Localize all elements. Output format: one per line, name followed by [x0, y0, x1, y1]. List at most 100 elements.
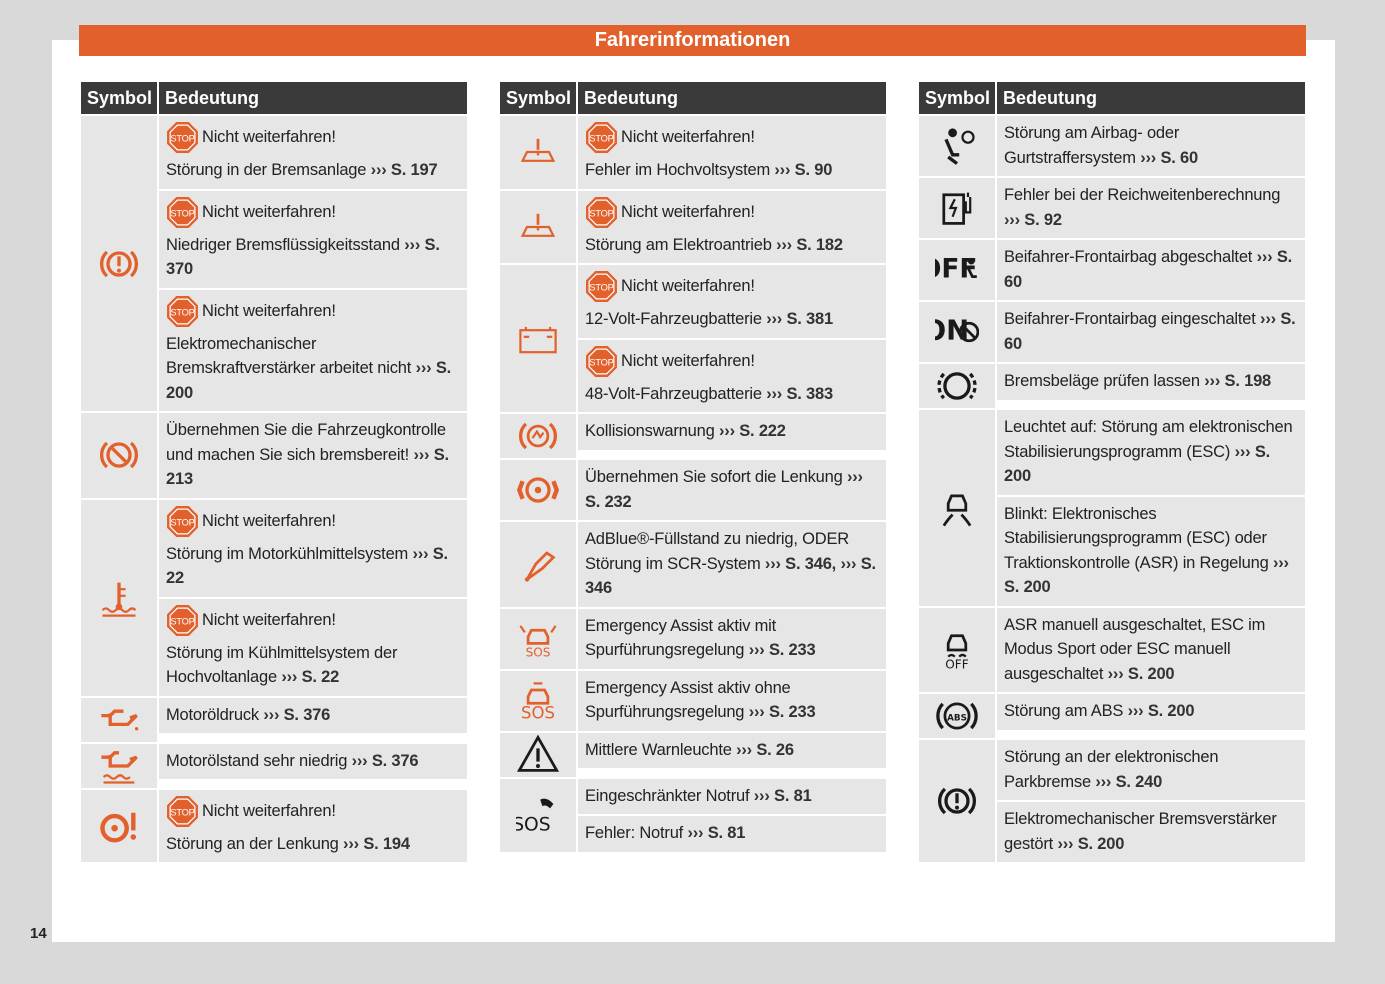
- page-ref: ››› S. 200: [1004, 553, 1289, 597]
- meaning-text: Motoröldruck ››› S. 376: [166, 703, 460, 728]
- symbol-cell: ABS: [919, 694, 995, 738]
- symbol-icon: SOS: [519, 624, 557, 659]
- icon-text: OFF: [935, 254, 977, 285]
- meaning-text: 12-Volt-Fahrzeugbatterie ››› S. 381: [585, 307, 879, 332]
- meaning-text: Störung in der Bremsanlage ››› S. 197: [166, 158, 460, 183]
- symbol-cell: ON: [919, 302, 995, 362]
- meaning-cell: Übernehmen Sie sofort die Lenkung ››› S.…: [578, 460, 886, 520]
- icon-shape: [101, 709, 138, 726]
- stop-octagon: [586, 122, 617, 153]
- icon-shape: [516, 480, 560, 500]
- icon-shape: [946, 634, 968, 652]
- icon-shape: [520, 151, 556, 163]
- entries: Motoröldruck ››› S. 376: [159, 697, 467, 742]
- header-cell: Bedeutung: [578, 82, 886, 114]
- symbol-icon: [520, 213, 556, 237]
- meaning-text: Kollisionswarnung ››› S. 222: [585, 419, 879, 444]
- icon-shape: [100, 250, 138, 277]
- table-header: Symbol Bedeutung: [919, 82, 1305, 114]
- page-ref: ››› S. 233: [748, 703, 816, 721]
- meaning: Übernehmen Sie sofort die Lenkung: [585, 468, 843, 486]
- stop-icon: STOP: [167, 505, 198, 537]
- meaning-cell: Emergency Assist aktiv ohne Spurführungs…: [578, 670, 886, 731]
- icon-shape: [525, 477, 551, 503]
- entries: STOP Nicht weiterfahren! Störung in der Br…: [159, 116, 467, 411]
- stop-text: STOP: [589, 357, 613, 367]
- entries: Motorölstand sehr niedrig ››› S. 376: [159, 743, 467, 788]
- table-row: Bremsbeläge prüfen lassen ››› S. 198: [919, 364, 1305, 408]
- symbol-icon: [519, 422, 557, 450]
- icon-shape: [111, 447, 127, 464]
- symbol-cell: [500, 732, 576, 777]
- warning-text: Nicht weiterfahren!: [621, 128, 755, 147]
- table-row: Leuchtet auf: Störung am elektronischen …: [919, 410, 1305, 606]
- meaning-cell: STOP Nicht weiterfahren! Störung am Elektr…: [578, 190, 886, 263]
- table-row: STOP Nicht weiterfahren! Störung am Elektr…: [500, 190, 886, 263]
- icon-text: SOS: [526, 645, 551, 659]
- stop-icon: STOP: [586, 122, 617, 153]
- entries: STOP Nicht weiterfahren! Störung an der Le…: [159, 789, 467, 862]
- icon-shape: [516, 734, 560, 772]
- icon-shape: [534, 486, 542, 494]
- table-row: SOS Eingeschränkter Notruf ››› S. 81 Fehle…: [500, 778, 886, 852]
- symbol-icon: SOS: [521, 681, 555, 722]
- meaning-cell: STOP Nicht weiterfahren! Niedriger Bremsfl…: [159, 190, 467, 288]
- entries: Emergency Assist aktiv ohne Spurführungs…: [578, 670, 886, 731]
- symbol-cell: [919, 740, 995, 862]
- icon-shape: [948, 128, 957, 138]
- meaning-text: Elektromechanischer Bremskraftverstärker…: [166, 332, 460, 406]
- icon-text: SOS: [521, 703, 555, 722]
- meaning-cell: Bremsbeläge prüfen lassen ››› S. 198: [997, 364, 1305, 400]
- symbol-icon: [100, 812, 137, 843]
- page-ref: ››› S. 240: [1095, 772, 1163, 791]
- meaning: Beifahrer-Frontairbag abgeschaltet: [1004, 248, 1253, 266]
- stop-ring: [169, 607, 196, 633]
- icon-shape: [100, 441, 138, 469]
- icon-shape: [937, 372, 977, 400]
- table-row: Fehler bei der Reichweitenberechnung ›››…: [919, 178, 1305, 238]
- entries: Beifahrer-Frontairbag eingeschaltet ››› …: [997, 302, 1305, 362]
- meaning-cell: Emergency Assist aktiv mit Spurführungsr…: [578, 608, 886, 669]
- meaning-cell: Übernehmen Sie die Fahrzeugkontrolle und…: [159, 413, 467, 498]
- meaning-cell: Beifahrer-Frontairbag abgeschaltet ››› S…: [997, 240, 1305, 300]
- meaning-cell: Motoröldruck ››› S. 376: [159, 697, 467, 733]
- table-row: Übernehmen Sie sofort die Lenkung ››› S.…: [500, 460, 886, 520]
- table-row: STOP Nicht weiterfahren! Störung im Motork…: [81, 499, 467, 696]
- stop-ring: [169, 298, 196, 324]
- meaning-cell: Beifahrer-Frontairbag eingeschaltet ››› …: [997, 302, 1305, 362]
- stop-octagon: [167, 795, 198, 827]
- symbol-icon: OFF: [945, 634, 969, 671]
- warning-line: STOP Nicht weiterfahren!: [585, 270, 879, 303]
- symbol-cell: [919, 116, 995, 176]
- page-ref: ››› S. 197: [370, 161, 438, 179]
- warning-text: Nicht weiterfahren!: [621, 351, 755, 370]
- stop-text: STOP: [589, 134, 613, 144]
- page-ref: ››› S. 81: [753, 786, 812, 805]
- page-ref: ››› S. 60: [1004, 248, 1293, 291]
- stop-icon: STOP: [167, 295, 198, 327]
- icon-shape: [524, 577, 530, 582]
- warning-line: STOP Nicht weiterfahren!: [166, 121, 460, 154]
- meaning-cell: Mittlere Warnleuchte ››› S. 26: [578, 732, 886, 768]
- table-row: OFF ASR manuell ausgeschaltet, ESC im Mod…: [919, 607, 1305, 692]
- table-header: Symbol Bedeutung: [500, 82, 886, 114]
- meaning: Blinkt: Elektronisches Stabilisierungspr…: [1004, 504, 1269, 572]
- meaning: Störung im Kühlmittelsystem der Hochvolt…: [166, 643, 398, 687]
- page-ref: ››› S. 22: [166, 544, 448, 588]
- page-ref: ››› S. 233: [748, 641, 816, 659]
- meaning-text: Störung am Elektroantrieb ››› S. 182: [585, 233, 879, 258]
- icon-shape: [100, 813, 129, 843]
- stop-octagon: [586, 196, 617, 228]
- warning-text: Nicht weiterfahren!: [202, 801, 336, 820]
- table-row: SOS Emergency Assist aktiv mit Spurführun…: [500, 608, 886, 669]
- meaning-text: Fehler bei der Reichweitenberechnung ›››…: [1004, 183, 1298, 232]
- warning-text: Nicht weiterfahren!: [202, 301, 336, 320]
- symbol-cell: [81, 413, 157, 498]
- icon-shape: [526, 628, 550, 645]
- table: Symbol Bedeutung STOP Nicht weiterfahren! St…: [81, 82, 467, 862]
- header-bar: Fahrerinformationen: [79, 25, 1306, 56]
- meaning: Störung am Airbag- oder Gurtstraffersyst…: [1004, 124, 1180, 167]
- meaning-text: AdBlue®-Füllstand zu niedrig, ODER Störu…: [585, 527, 879, 601]
- icon-shape: [519, 422, 557, 450]
- meaning-cell: STOP Nicht weiterfahren! 12-Volt-Fahrzeugb…: [578, 265, 886, 338]
